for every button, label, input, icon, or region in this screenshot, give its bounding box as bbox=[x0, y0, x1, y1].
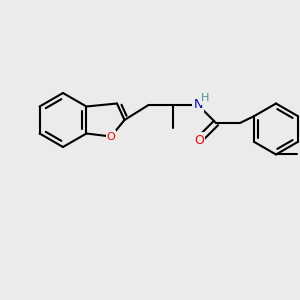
Text: O: O bbox=[194, 134, 204, 147]
Text: N: N bbox=[193, 98, 203, 112]
Text: H: H bbox=[201, 93, 210, 103]
Text: O: O bbox=[106, 131, 116, 142]
